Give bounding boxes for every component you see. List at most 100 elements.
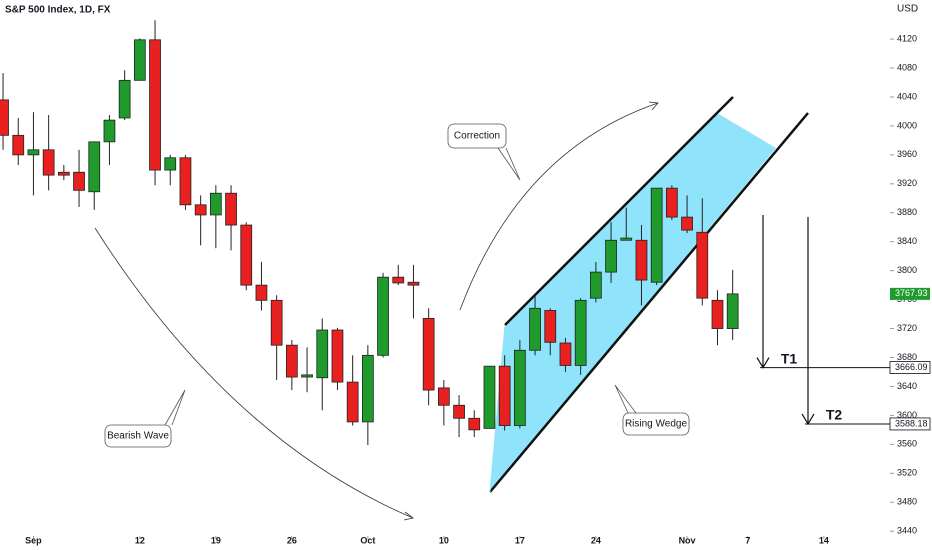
y-tick-label: 3560: [897, 439, 917, 449]
last-price-label: 3767.93: [895, 288, 928, 298]
target-label: T1: [781, 350, 798, 366]
candle-body: [483, 365, 496, 429]
candle-body: [498, 365, 511, 426]
candle-body: [209, 192, 222, 216]
candle-body: [301, 374, 313, 378]
y-tick-label: 3840: [897, 236, 917, 246]
annotation: Correction: [454, 131, 500, 142]
x-tick-label: 26: [287, 535, 297, 545]
candle-body: [346, 381, 359, 423]
y-tick-label: 3800: [897, 265, 917, 275]
marks: 3440348035203560360036403680372037603800…: [0, 20, 931, 545]
wedge-lower: [489, 112, 809, 493]
candle-body: [179, 157, 192, 206]
candle-body: [361, 354, 374, 423]
candle-body: [559, 342, 572, 366]
candle-body: [574, 299, 587, 366]
candle-body: [27, 149, 40, 156]
x-tick-label: 12: [135, 535, 145, 545]
callout-box: [447, 123, 507, 149]
candle-body: [88, 141, 101, 193]
x-tick-label: Nov: [679, 535, 696, 545]
y-axis-label: USD: [897, 4, 918, 15]
candle-body: [0, 99, 9, 136]
candle-body: [73, 171, 85, 191]
price-tag-label: 3666.09: [895, 362, 928, 372]
candle-body: [316, 329, 329, 379]
candle-body: [331, 329, 344, 383]
y-tick-label: 3680: [897, 352, 917, 362]
price-tag: [889, 417, 931, 431]
bearish-curve: [94, 227, 414, 519]
x-tick-label: 24: [591, 535, 601, 545]
candle-body: [544, 310, 557, 343]
candle-body: [407, 281, 420, 286]
candle-body: [133, 39, 146, 81]
candle-body: [605, 239, 617, 273]
candle-body: [42, 149, 55, 176]
x-tick-label: 17: [515, 535, 525, 545]
x-tick-label: 19: [211, 535, 221, 545]
arrow-head: [648, 101, 659, 111]
y-tick-label: 3520: [897, 468, 917, 478]
price-tag: [889, 361, 931, 374]
candle-body: [711, 299, 724, 329]
candle-body: [437, 387, 450, 406]
candle-body: [118, 79, 131, 119]
x-tick-label: 10: [439, 535, 449, 545]
candle-body: [529, 307, 541, 351]
x-tick-label: Oct: [360, 535, 375, 545]
wedge-upper: [504, 96, 734, 326]
candle-body: [696, 231, 709, 299]
chart-title: S&P 500 Index, 1D, FX: [5, 5, 111, 16]
candle-body: [422, 318, 435, 391]
y-tick-label: 3960: [897, 149, 917, 159]
candle-body: [255, 284, 268, 301]
candle-body: [681, 216, 693, 231]
y-tick-label: 3640: [897, 381, 917, 391]
y-tick-label: 4080: [897, 62, 917, 72]
wedge-fill: [490, 113, 776, 492]
candle-body: [12, 134, 25, 156]
x-tick-label: Sep: [25, 535, 42, 545]
annotation: Bearish Wave: [107, 431, 169, 442]
candle-body: [665, 187, 678, 218]
candle-body: [57, 171, 70, 176]
target-label: T2: [826, 407, 843, 423]
candle-body: [270, 299, 283, 346]
candle-body: [164, 157, 177, 171]
y-tick-label: 3440: [897, 526, 917, 536]
callout-box: [104, 424, 172, 448]
candle-body: [635, 239, 648, 281]
candle-body: [453, 404, 465, 419]
candle-body: [620, 237, 633, 241]
y-tick-label: 3920: [897, 178, 917, 188]
candle-body: [650, 187, 663, 283]
correction-curve: [459, 102, 659, 311]
y-tick-label: 3480: [897, 497, 917, 507]
callout-box: [622, 412, 690, 436]
x-tick-label: 14: [819, 535, 829, 545]
candle-body: [513, 349, 526, 426]
y-tick-label: 3880: [897, 207, 917, 217]
y-tick-label: 4120: [897, 33, 917, 43]
candle-body: [225, 192, 237, 226]
y-tick-label: 4040: [897, 91, 917, 101]
candle-body: [285, 344, 298, 378]
callout-tail: [614, 384, 637, 414]
last-price-tag: [890, 287, 930, 300]
price-tag-label: 3588.18: [895, 418, 928, 428]
candle-body: [103, 119, 116, 143]
candle-body: [194, 204, 207, 216]
candle-body: [726, 293, 739, 329]
y-tick-label: 3600: [897, 410, 917, 420]
callout-tail: [497, 147, 521, 181]
candle-body: [392, 276, 405, 284]
candle-body: [149, 39, 161, 171]
x-tick-label: 7: [745, 535, 750, 545]
candle-body: [377, 276, 389, 356]
y-tick-label: 4000: [897, 120, 917, 130]
y-tick-label: 3720: [897, 323, 917, 333]
candle-body: [240, 224, 253, 286]
